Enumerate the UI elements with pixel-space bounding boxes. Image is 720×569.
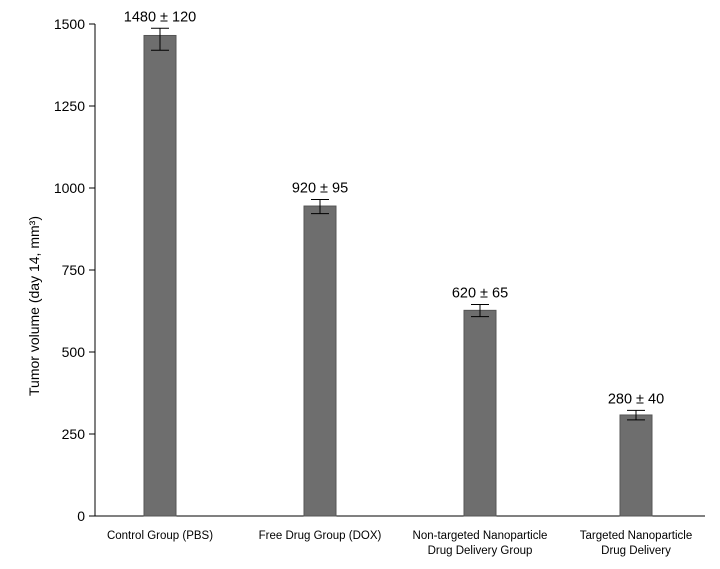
bar	[143, 34, 177, 517]
data-label: 280 ± 40	[608, 391, 664, 407]
y-tick-label: 750	[62, 262, 86, 278]
data-label: 620 ± 65	[452, 285, 508, 301]
category-label: Targeted Nanoparticle	[580, 530, 693, 542]
bar	[303, 205, 337, 517]
data-label: 1480 ± 120	[124, 9, 196, 25]
data-label: 920 ± 95	[292, 180, 348, 196]
y-tick-label: 1500	[54, 16, 85, 32]
bar	[619, 414, 653, 517]
bar	[463, 309, 497, 517]
y-tick-label: 1000	[54, 180, 85, 196]
y-tick-label: 500	[62, 344, 86, 360]
category-label: Non-targeted Nanoparticle	[413, 530, 548, 542]
category-label: Drug Delivery	[601, 545, 671, 557]
y-tick-label: 0	[77, 508, 85, 524]
y-axis-title: Tumor volume (day 14, mm³)	[26, 216, 42, 396]
y-tick-label: 1250	[54, 98, 85, 114]
category-label: Control Group (PBS)	[107, 530, 213, 542]
y-tick-label: 250	[62, 426, 86, 442]
category-label: Drug Delivery Group	[428, 545, 533, 557]
category-label: Free Drug Group (DOX)	[259, 530, 382, 542]
